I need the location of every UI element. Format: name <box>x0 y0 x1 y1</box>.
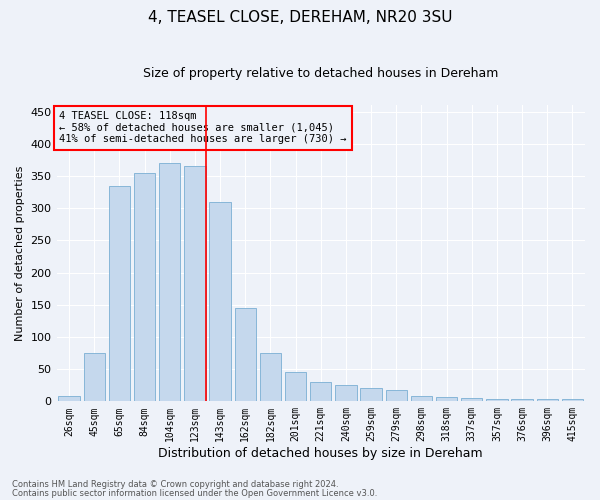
Bar <box>184 166 206 402</box>
Bar <box>562 399 583 402</box>
Bar <box>58 396 80 402</box>
Bar <box>285 372 307 402</box>
Y-axis label: Number of detached properties: Number of detached properties <box>15 166 25 341</box>
Bar <box>461 398 482 402</box>
Bar <box>335 385 356 402</box>
Text: Contains HM Land Registry data © Crown copyright and database right 2024.: Contains HM Land Registry data © Crown c… <box>12 480 338 489</box>
Bar <box>411 396 432 402</box>
Bar <box>235 308 256 402</box>
Bar <box>134 173 155 402</box>
Bar <box>83 353 105 402</box>
Bar <box>109 186 130 402</box>
Bar <box>386 390 407 402</box>
X-axis label: Distribution of detached houses by size in Dereham: Distribution of detached houses by size … <box>158 447 483 460</box>
Text: 4 TEASEL CLOSE: 118sqm
← 58% of detached houses are smaller (1,045)
41% of semi-: 4 TEASEL CLOSE: 118sqm ← 58% of detached… <box>59 111 347 144</box>
Text: 4, TEASEL CLOSE, DEREHAM, NR20 3SU: 4, TEASEL CLOSE, DEREHAM, NR20 3SU <box>148 10 452 25</box>
Bar <box>260 353 281 402</box>
Bar <box>486 399 508 402</box>
Bar <box>436 397 457 402</box>
Bar <box>536 400 558 402</box>
Bar <box>159 163 181 402</box>
Bar <box>209 202 231 402</box>
Bar <box>310 382 331 402</box>
Bar <box>511 400 533 402</box>
Title: Size of property relative to detached houses in Dereham: Size of property relative to detached ho… <box>143 68 499 80</box>
Bar <box>361 388 382 402</box>
Text: Contains public sector information licensed under the Open Government Licence v3: Contains public sector information licen… <box>12 488 377 498</box>
